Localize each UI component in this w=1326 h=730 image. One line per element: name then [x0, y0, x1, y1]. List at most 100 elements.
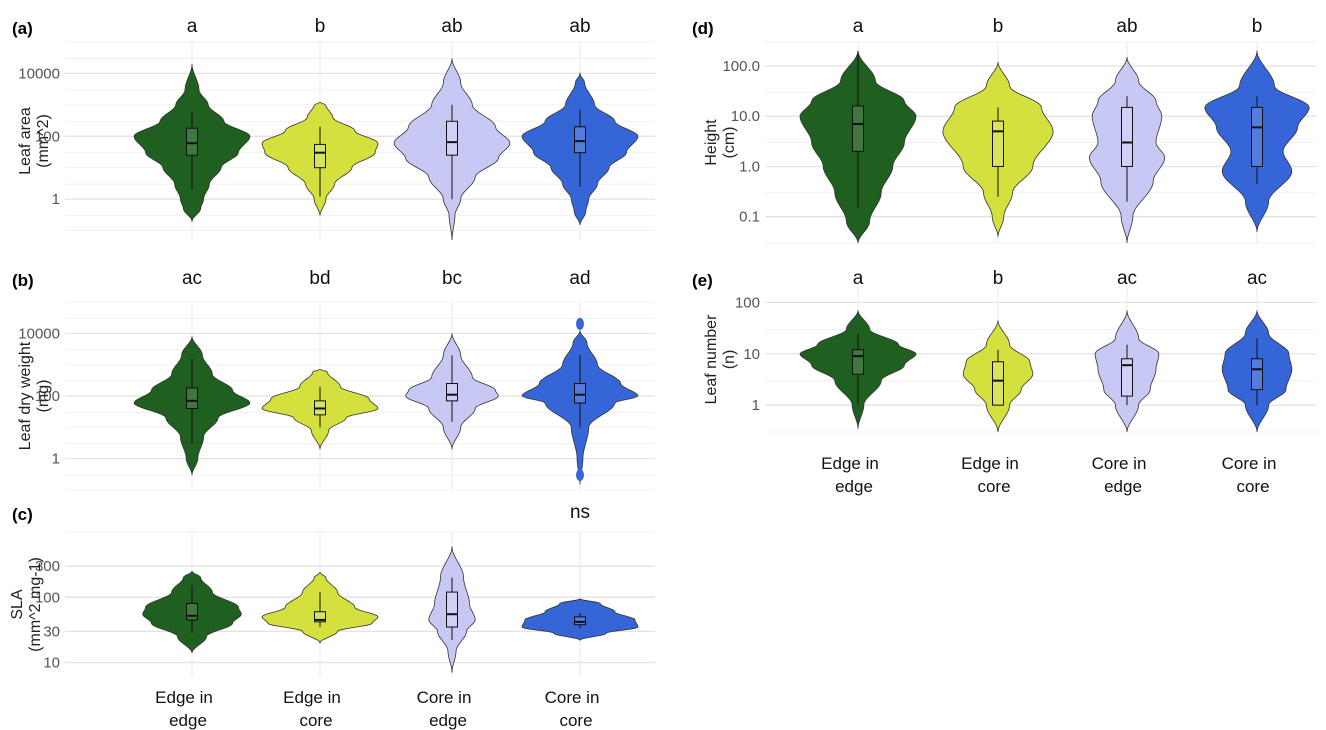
x-tick-label-line: Edge in: [155, 688, 213, 707]
box: [574, 383, 586, 404]
y-tick-label: 1.0: [739, 158, 760, 175]
y-axis-title-line: (n): [721, 350, 738, 370]
significance-label: ab: [569, 16, 590, 37]
violin-edge-in-core: [261, 369, 379, 450]
x-tick-label: Core in core: [1222, 454, 1277, 496]
violin-core-in-core: [1221, 310, 1293, 433]
x-tick-label-line: core: [977, 477, 1010, 496]
significance-label: bd: [309, 268, 330, 289]
box: [446, 383, 458, 402]
panel-label: (c): [12, 505, 33, 524]
box: [186, 127, 198, 156]
significance-label: ns: [570, 502, 590, 523]
violin-edge-in-edge: [799, 310, 917, 429]
x-tick-label-line: core: [559, 711, 592, 730]
x-tick-label-line: Edge in: [961, 454, 1019, 473]
significance-label: a: [853, 268, 864, 289]
x-tick-label-line: Edge in: [283, 688, 341, 707]
y-axis-title: Leaf number(n): [703, 314, 738, 405]
panel-e: 1 10 100 Leaf number(n) (e) a b ac ac Edge in edge…: [692, 268, 1316, 496]
violin-core-in-edge: [1088, 57, 1166, 244]
y-tick-label: 100: [35, 589, 60, 606]
y-tick-label: 10000: [18, 325, 60, 342]
x-tick-label: Edge in edge: [155, 688, 213, 730]
outlier-point: [576, 317, 584, 330]
x-tick-label: Edge in core: [961, 454, 1019, 496]
y-tick-label: 10000: [18, 65, 60, 82]
y-tick-label: 1: [52, 191, 60, 208]
violin-body: [1094, 310, 1160, 433]
violin-core-in-edge: [1094, 310, 1160, 433]
box: [574, 616, 586, 626]
box: [852, 349, 864, 375]
significance-label: ac: [1247, 268, 1267, 289]
panel-label: (a): [12, 19, 33, 38]
x-tick-label: Core in edge: [1092, 454, 1147, 496]
violin-edge-in-edge: [133, 336, 251, 476]
x-tick-label-line: Edge in: [821, 454, 879, 473]
box: [852, 105, 864, 152]
violin-body: [1221, 310, 1293, 433]
y-tick-label: 1: [752, 397, 760, 414]
violin-edge-in-core: [261, 101, 379, 216]
x-tick-label-line: core: [299, 711, 332, 730]
box: [314, 611, 326, 623]
significance-label: b: [993, 268, 1004, 289]
y-tick-label: 10: [743, 346, 760, 363]
significance-label: ab: [441, 16, 462, 37]
box: [446, 591, 458, 628]
violin-body: [521, 71, 639, 226]
y-axis-title-line: Height: [703, 119, 720, 166]
significance-label: a: [187, 16, 198, 37]
violin-body: [1204, 50, 1310, 232]
x-tick-label-line: Core in: [417, 688, 472, 707]
box: [186, 387, 198, 409]
violin-body: [133, 336, 251, 476]
box: [992, 361, 1004, 406]
significance-label: a: [853, 16, 864, 37]
outlier-point: [576, 469, 584, 482]
y-axis-title-line: Leaf area: [17, 107, 34, 175]
significance-label: ad: [569, 268, 590, 289]
y-tick-label: 30: [43, 623, 60, 640]
box: [1251, 358, 1263, 391]
violin-body: [261, 101, 379, 216]
violin-body: [405, 333, 499, 450]
y-tick-label: 100: [35, 128, 60, 145]
y-tick-label: 300: [35, 558, 60, 575]
y-tick-label: 10.0: [731, 108, 760, 125]
y-tick-label: 0.1: [739, 209, 760, 226]
x-tick-label-line: Core in: [1222, 454, 1277, 473]
violin-body: [799, 50, 917, 244]
violin-core-in-edge: [405, 333, 499, 450]
y-tick-label: 100.0: [722, 58, 760, 75]
violin-edge-in-edge: [142, 570, 242, 654]
significance-label: ac: [182, 268, 202, 289]
violin-core-in-core: [521, 71, 639, 226]
violin-body: [962, 320, 1034, 433]
y-axis-title-line: (mg): [35, 380, 52, 413]
y-axis-title-line: (mm^2 mg-1): [27, 557, 44, 652]
box: [446, 120, 458, 156]
x-tick-label: Edge in edge: [821, 454, 879, 496]
x-tick-label: Core in edge: [417, 688, 472, 730]
violin-body: [142, 570, 242, 654]
box: [1121, 358, 1133, 397]
violin-body: [393, 58, 511, 241]
x-tick-label: Core in core: [545, 688, 600, 730]
y-tick-label: 100: [735, 294, 760, 311]
box: [1251, 106, 1263, 167]
violin-body: [428, 546, 476, 673]
significance-label: b: [993, 16, 1004, 37]
violin-body: [942, 61, 1054, 237]
violin-edge-in-core: [261, 571, 379, 645]
y-axis-title: Height(cm): [703, 119, 738, 166]
y-axis-title: SLA(mm^2 mg-1): [9, 557, 44, 652]
violin-body: [1088, 57, 1166, 244]
y-axis-title: Leaf dry weight(mg): [17, 341, 52, 450]
y-tick-label: 100: [35, 388, 60, 405]
violin-body: [521, 598, 639, 641]
violin-core-in-core: [1204, 50, 1310, 232]
